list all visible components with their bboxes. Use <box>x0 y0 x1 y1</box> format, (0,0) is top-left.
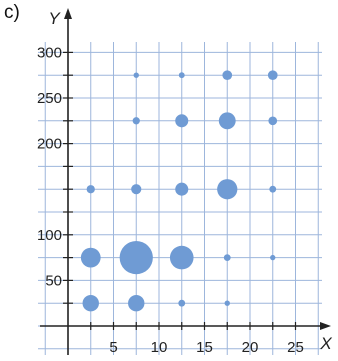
x-tick-label: 20 <box>242 339 259 356</box>
data-bubble <box>133 72 139 78</box>
data-bubble <box>178 299 186 307</box>
data-bubble <box>131 184 142 195</box>
data-bubble <box>218 112 236 130</box>
data-bubble <box>217 179 238 200</box>
data-bubble <box>82 295 99 312</box>
x-axis-label: X <box>319 334 332 353</box>
data-bubble <box>128 295 145 312</box>
y-tick-label: 200 <box>37 136 62 153</box>
data-bubble <box>269 185 277 193</box>
y-axis-arrow <box>64 8 72 19</box>
y-tick-label: 300 <box>37 44 62 61</box>
grid <box>38 42 322 355</box>
data-bubble <box>132 117 140 125</box>
tick-labels: 5 10 15 20 25 50 100 200 250 300 Y X <box>37 9 332 356</box>
x-tick-label: 10 <box>151 339 168 356</box>
axes <box>40 8 331 355</box>
data-bubble <box>222 70 233 81</box>
part-label: c) <box>4 2 20 23</box>
data-bubble <box>268 116 278 126</box>
data-bubble <box>86 185 95 194</box>
data-bubble <box>223 254 231 261</box>
y-axis-label: Y <box>48 9 61 28</box>
x-axis-arrow <box>320 322 331 330</box>
data-bubble <box>175 114 189 128</box>
data-bubble <box>267 70 278 81</box>
data-bubble <box>80 247 101 268</box>
data-bubble <box>175 182 189 196</box>
data-bubble <box>119 241 153 275</box>
y-tick-label: 50 <box>45 272 62 289</box>
data-bubble <box>169 245 194 270</box>
x-tick-label: 5 <box>109 339 117 356</box>
data-bubble <box>224 300 230 306</box>
y-tick-label: 250 <box>37 90 62 107</box>
data-bubble <box>178 72 185 79</box>
y-tick-label: 100 <box>37 227 62 244</box>
bubbles <box>80 70 278 312</box>
x-tick-label: 25 <box>287 339 304 356</box>
data-bubble <box>270 254 276 261</box>
x-tick-label: 15 <box>196 339 213 356</box>
